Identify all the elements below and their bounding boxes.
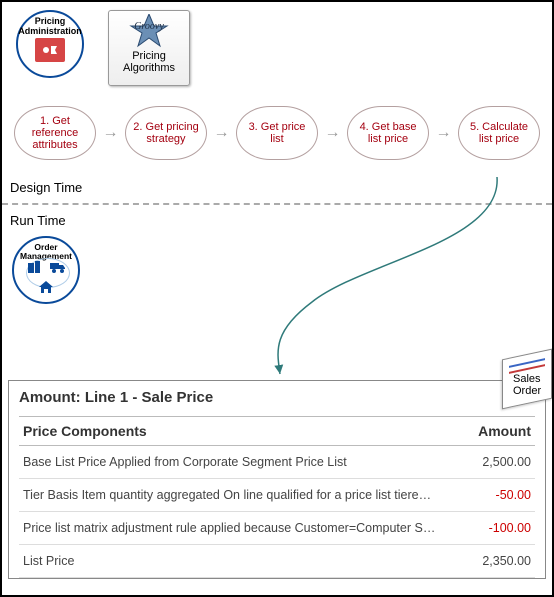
table-row: Tier Basis Item quantity aggregated On l… bbox=[19, 479, 535, 512]
divider bbox=[2, 203, 552, 205]
star-icon: Groovy bbox=[125, 14, 173, 48]
pricing-admin-badge: PricingAdministration bbox=[12, 10, 88, 86]
price-panel: Amount: Line 1 - Sale Price Price Compon… bbox=[8, 380, 546, 579]
run-time-label: Run Time bbox=[2, 211, 552, 230]
table-row: Base List Price Applied from Corporate S… bbox=[19, 446, 535, 479]
component-label: Base List Price Applied from Corporate S… bbox=[19, 446, 467, 479]
flow-arrow: → bbox=[436, 124, 452, 142]
order-management-badge: OrderManagement bbox=[12, 236, 80, 304]
flow-node-3: 3. Get price list bbox=[236, 106, 318, 160]
col-components: Price Components bbox=[19, 417, 467, 446]
flow-node-1: 1. Get reference attributes bbox=[14, 106, 96, 160]
component-label: List Price bbox=[19, 545, 467, 578]
sales-order-flag: SalesOrder bbox=[502, 349, 552, 410]
svg-text:Groovy: Groovy bbox=[134, 21, 164, 32]
price-components-table: Price Components Amount Base List Price … bbox=[19, 416, 535, 578]
amount-value: -50.00 bbox=[467, 479, 535, 512]
sales-order-label: SalesOrder bbox=[513, 373, 541, 397]
flow-arrow: → bbox=[214, 124, 230, 142]
table-row: Price list matrix adjustment rule applie… bbox=[19, 512, 535, 545]
flow-arrow: → bbox=[325, 124, 341, 142]
flag-stripes-icon bbox=[509, 358, 545, 374]
pricing-algorithms-box: Groovy PricingAlgorithms bbox=[108, 10, 190, 86]
table-row: List Price2,350.00 bbox=[19, 545, 535, 578]
component-label: Tier Basis Item quantity aggregated On l… bbox=[19, 479, 467, 512]
design-time-label: Design Time bbox=[2, 178, 552, 197]
flow-node-4: 4. Get base list price bbox=[347, 106, 429, 160]
flow-node-5: 5. Calculate list price bbox=[458, 106, 540, 160]
flow-node-2: 2. Get pricing strategy bbox=[125, 106, 207, 160]
truck-icon bbox=[50, 260, 66, 277]
building-icon bbox=[27, 260, 41, 277]
col-amount: Amount bbox=[467, 417, 535, 446]
pricing-admin-icon bbox=[35, 38, 65, 62]
component-label: Price list matrix adjustment rule applie… bbox=[19, 512, 467, 545]
pricing-admin-label: PricingAdministration bbox=[18, 16, 82, 36]
amount-value: 2,350.00 bbox=[467, 545, 535, 578]
amount-value: -100.00 bbox=[467, 512, 535, 545]
amount-value: 2,500.00 bbox=[467, 446, 535, 479]
pricing-algorithms-label: PricingAlgorithms bbox=[123, 50, 175, 74]
panel-title: Amount: Line 1 - Sale Price bbox=[19, 389, 535, 406]
flow-arrow: → bbox=[103, 124, 119, 142]
house-icon bbox=[14, 280, 78, 296]
process-flow: 1. Get reference attributes → 2. Get pri… bbox=[2, 96, 552, 178]
